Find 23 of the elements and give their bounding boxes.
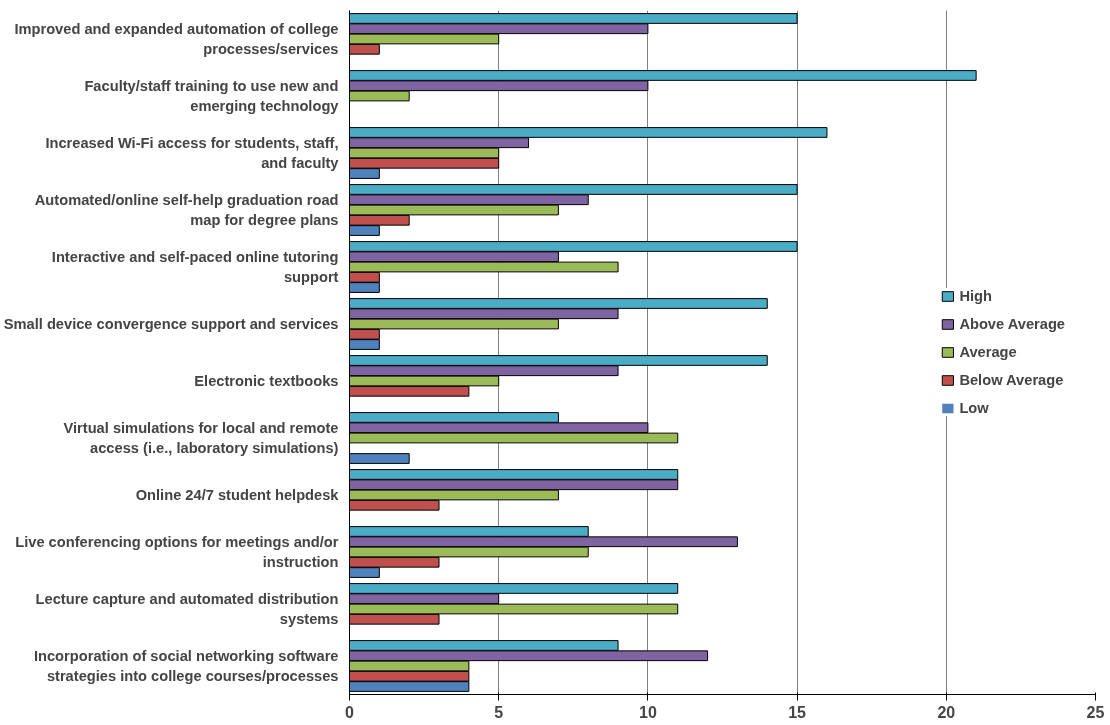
y-tick-label: Virtual simulations for local and remote access (i.e., laboratory simulations) bbox=[63, 420, 339, 456]
x-tick-label: 20 bbox=[937, 703, 956, 721]
y-tick-label: Small device convergence support and services bbox=[3, 316, 339, 332]
legend-label: High bbox=[959, 288, 992, 304]
legend-label: Average bbox=[959, 344, 1017, 360]
x-tick-label: 25 bbox=[1086, 703, 1105, 721]
y-tick-label: Interactive and self-paced online tutoring support bbox=[51, 249, 339, 285]
y-tick-label: Automated/online self-help graduation road map for degree plans bbox=[34, 192, 339, 228]
y-tick-label: Electronic textbooks bbox=[194, 373, 339, 389]
y-tick-label: Lecture capture and automated distribution systems bbox=[35, 591, 339, 627]
y-tick-label: Increased Wi-Fi access for students, staff, and faculty bbox=[45, 135, 340, 171]
y-tick-label: Faculty/staff training to use new and emerging technology bbox=[84, 78, 340, 114]
y-tick-label: Online 24/7 student helpdesk bbox=[135, 487, 340, 503]
x-tick-label: 5 bbox=[494, 703, 504, 721]
legend-label: Above Average bbox=[959, 316, 1065, 332]
y-tick-label: Live conferencing options for meetings and/or instruction bbox=[15, 534, 339, 570]
y-tick-label: Incorporation of social networking software strategies into college courses/processes bbox=[33, 648, 339, 684]
y-tick-label: Improved and expanded automation of college processes/services bbox=[14, 21, 339, 57]
x-tick-label: 10 bbox=[639, 703, 657, 721]
x-tick-label: 15 bbox=[788, 703, 807, 721]
x-tick-label: 0 bbox=[345, 703, 355, 721]
legend-label: Below Average bbox=[959, 372, 1064, 388]
legend-label: Low bbox=[959, 400, 989, 416]
